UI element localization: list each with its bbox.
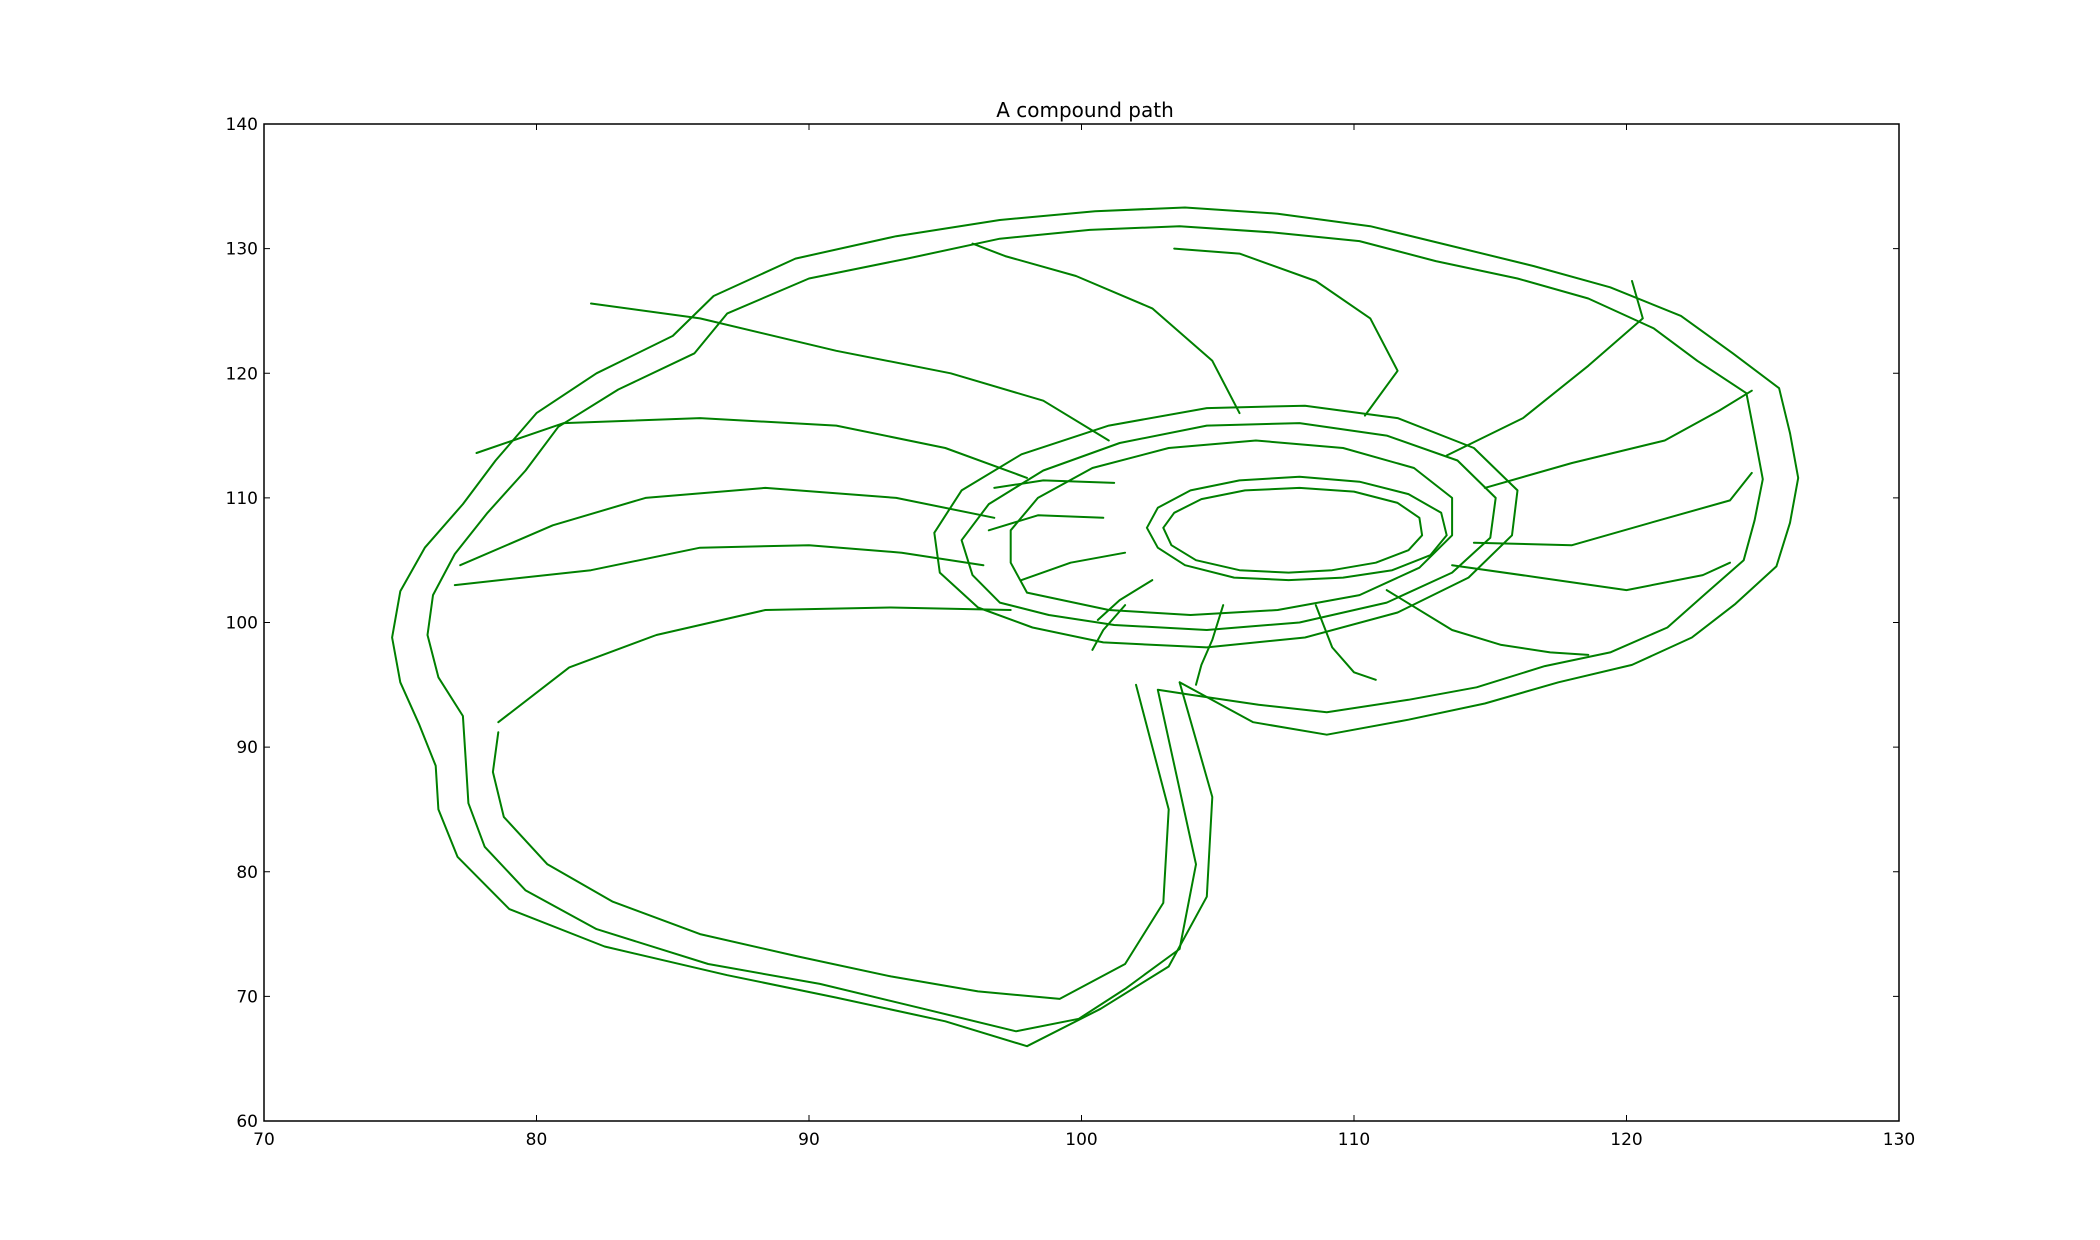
x-tick-label: 110 [1338, 1130, 1370, 1150]
x-tick-label: 100 [1065, 1130, 1097, 1150]
compound-path-segment-5 [933, 404, 1519, 649]
x-tick-label: 130 [1883, 1130, 1915, 1150]
compound-path-segment-7 [1145, 475, 1448, 582]
y-tick-label: 130 [226, 240, 258, 260]
compound-path-segment-2 [391, 206, 1800, 1048]
x-tick-label: 70 [253, 1130, 275, 1150]
compound-path-segment-20 [1385, 589, 1590, 656]
compound-path-segment-3 [491, 683, 1170, 1000]
compound-path-segment-17 [1483, 389, 1753, 489]
compound-path-segment-11 [459, 486, 996, 567]
y-tick-label: 100 [226, 614, 258, 634]
compound-path-segment-18 [1472, 471, 1753, 547]
compound-path-segment-10 [453, 544, 985, 587]
compound-path-segment-9 [497, 606, 1012, 724]
y-tick-label: 140 [226, 115, 258, 135]
y-tick-label: 60 [236, 1112, 258, 1132]
axis-ticks-layer: 70 80 90 100 110 120 1306070809010011012013014… [226, 115, 1916, 1150]
y-tick-label: 110 [226, 489, 258, 509]
compound-path-segment-26 [1020, 551, 1127, 582]
compound-path-segment-15 [1173, 247, 1399, 417]
y-tick-label: 90 [236, 738, 258, 758]
compound-path-segment-22 [1195, 604, 1225, 686]
chart-title: A compound path [996, 98, 1174, 122]
compound-path-segment-19 [1451, 561, 1731, 592]
x-tick-label: 90 [798, 1130, 820, 1150]
compound-path-segment-23 [1091, 604, 1127, 651]
compound-path-segment-21 [1314, 604, 1377, 681]
y-tick-label: 120 [226, 364, 258, 384]
compound-path-segment-27 [1096, 579, 1154, 621]
compound-path-segment-16 [1445, 280, 1644, 457]
compound-path-segment-4 [960, 422, 1497, 631]
path-series-layer [391, 206, 1800, 1048]
compound-path-segment-14 [971, 242, 1241, 415]
compound-path-segment-1 [426, 225, 1764, 1033]
x-tick-label: 120 [1610, 1130, 1642, 1150]
x-tick-label: 80 [526, 1130, 548, 1150]
compound-path-segment-24 [993, 479, 1116, 489]
compound-path-segment-8 [1162, 486, 1424, 574]
y-tick-label: 70 [236, 987, 258, 1007]
compound-path-segment-6 [1009, 439, 1454, 616]
y-tick-label: 80 [236, 863, 258, 883]
compound-path-segment-12 [475, 417, 1028, 479]
compound-path-segment-25 [987, 514, 1105, 532]
compound-path-segment-13 [590, 302, 1110, 442]
